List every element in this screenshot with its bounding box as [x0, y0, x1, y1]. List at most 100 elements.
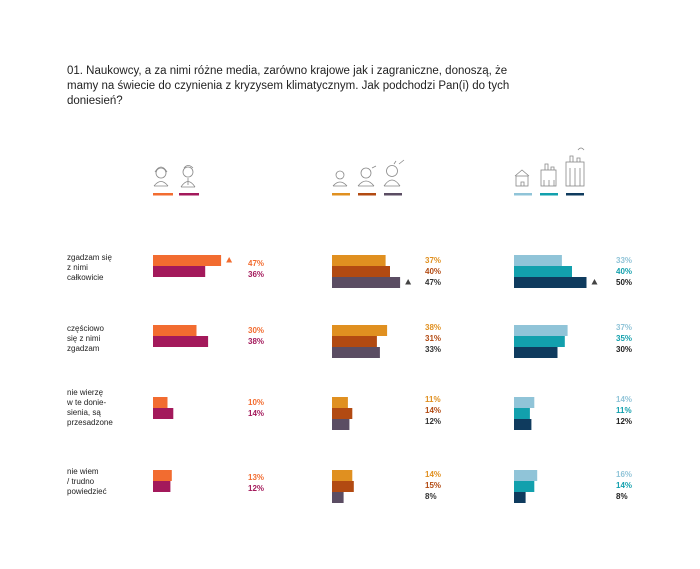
category-label-line: się z nimi	[67, 334, 101, 343]
bar	[332, 336, 377, 347]
bar	[153, 255, 222, 266]
bar-value-label: 40%	[616, 267, 632, 276]
bar	[153, 470, 172, 481]
bar-value-label: 33%	[616, 256, 632, 265]
bar	[332, 408, 353, 419]
legend-swatch	[153, 193, 173, 196]
bar	[514, 347, 558, 358]
bar	[153, 336, 209, 347]
bar-value-label: 10%	[248, 398, 264, 407]
bar	[514, 277, 587, 288]
highlight-triangle-icon	[591, 279, 598, 285]
category-label-line: częściowo	[67, 324, 104, 333]
bar-value-label: 13%	[248, 473, 264, 482]
man-icon	[180, 165, 196, 188]
bar	[153, 397, 168, 408]
bar	[153, 325, 197, 336]
young-person-icon	[332, 170, 348, 187]
category-label: nie wierzę w te donie-sienia, są przesadzo…	[67, 388, 147, 428]
bar-value-label: 14%	[425, 470, 441, 479]
bar	[332, 397, 348, 408]
bar-value-label: 37%	[425, 256, 441, 265]
bars: 47% 36% 30% 38% 10% 14% 13% 12% 37% 40% 47% 38% 31% 3…	[153, 255, 632, 503]
highlight-triangle-icon	[226, 257, 233, 263]
bar-value-label: 16%	[616, 470, 632, 479]
bar	[514, 419, 532, 430]
bar-value-label: 38%	[425, 323, 441, 332]
bar-value-label: 14%	[425, 406, 441, 415]
woman-icon	[153, 166, 169, 187]
bar	[332, 492, 344, 503]
category-label: zgadzam się z nimi całkowicie	[67, 253, 147, 283]
question-text: 01. Naukowcy, a za nimi różne media, zar…	[67, 65, 510, 107]
bar-value-label: 40%	[425, 267, 441, 276]
bar-value-label: 12%	[425, 417, 441, 426]
adult-person-icon	[357, 165, 377, 187]
city-icon	[565, 147, 585, 187]
legend-swatch	[566, 193, 584, 196]
bar	[332, 325, 388, 336]
bar-value-label: 11%	[425, 395, 441, 404]
category-label-line: / trudno	[67, 477, 95, 486]
legend-swatch	[358, 193, 376, 196]
category-label-line: zgadzam się	[67, 253, 112, 262]
bar-value-label: 8%	[616, 492, 628, 501]
bar-value-label: 31%	[425, 334, 441, 343]
bar	[514, 481, 535, 492]
legend-swatch	[179, 193, 199, 196]
bar-value-label: 47%	[425, 278, 441, 287]
bar	[153, 408, 174, 419]
small-town-icon	[540, 163, 557, 187]
legend-swatch	[384, 193, 402, 196]
bar	[514, 266, 572, 277]
bar-value-label: 30%	[248, 326, 264, 335]
category-label-line: sienia, są	[67, 408, 101, 417]
bar-value-label: 30%	[616, 345, 632, 354]
bar-value-label: 38%	[248, 337, 264, 346]
bar	[514, 336, 565, 347]
bar	[332, 419, 350, 430]
category-label: nie wiem / trudno powiedzieć	[67, 467, 147, 497]
bar-value-label: 33%	[425, 345, 441, 354]
bar	[332, 481, 354, 492]
senior-person-icon	[383, 159, 405, 187]
bar	[332, 277, 401, 288]
bar-value-label: 12%	[616, 417, 632, 426]
category-label-line: przesadzone	[67, 418, 113, 427]
bar-value-label: 11%	[616, 406, 632, 415]
bar	[153, 266, 206, 277]
bar	[332, 470, 353, 481]
village-icon	[514, 169, 530, 187]
bar-value-label: 8%	[425, 492, 437, 501]
category-label-line: nie wiem	[67, 467, 99, 476]
bar-value-label: 37%	[616, 323, 632, 332]
bar-value-label: 47%	[248, 259, 264, 268]
category-label-line: powiedzieć	[67, 487, 107, 496]
bar-value-label: 14%	[616, 481, 632, 490]
bar-value-label: 15%	[425, 481, 441, 490]
legend	[153, 193, 584, 196]
bar-value-label: 35%	[616, 334, 632, 343]
bar	[514, 325, 568, 336]
legend-swatch	[540, 193, 558, 196]
bar-value-label: 14%	[616, 395, 632, 404]
category-label-line: w te donie-	[67, 398, 107, 407]
category-label-line: z nimi	[67, 263, 88, 272]
bar	[332, 266, 390, 277]
bar-value-label: 50%	[616, 278, 632, 287]
category-label: częściowo się z nimi zgadzam	[67, 324, 147, 354]
bar-value-label: 12%	[248, 484, 264, 493]
bar-value-label: 14%	[248, 409, 264, 418]
legend-swatch	[514, 193, 532, 196]
bar	[332, 255, 386, 266]
category-label-line: zgadzam	[67, 344, 100, 353]
bar-value-label: 36%	[248, 270, 264, 279]
bar	[514, 397, 535, 408]
bar	[514, 470, 538, 481]
category-label-line: nie wierzę	[67, 388, 104, 397]
category-label-line: całkowicie	[67, 273, 104, 282]
bar	[514, 492, 526, 503]
bar	[153, 481, 171, 492]
highlight-triangle-icon	[405, 279, 412, 285]
